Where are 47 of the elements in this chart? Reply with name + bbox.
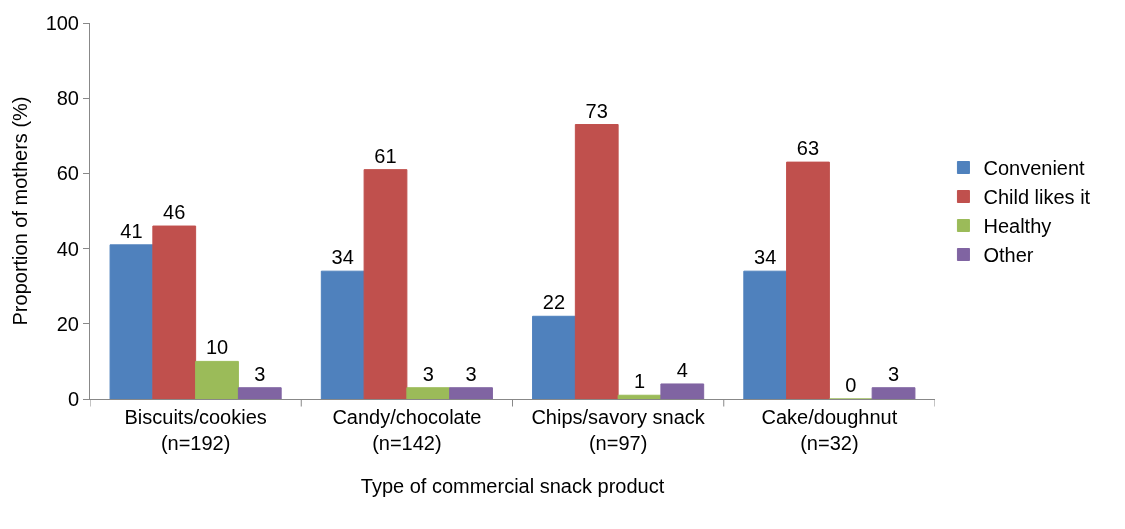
y-tick-label: 60 [56, 162, 79, 185]
data-label: 61 [374, 144, 397, 167]
x-tick-label: Cake/doughnut (n=32) [761, 406, 898, 454]
legend-label: Other [983, 244, 1034, 267]
data-label: 41 [120, 219, 143, 242]
bar [532, 315, 576, 399]
data-label: 46 [163, 201, 186, 224]
legend-label: Healthy [983, 215, 1052, 238]
y-tick-label: 0 [67, 388, 79, 410]
data-label: 3 [465, 362, 477, 385]
legend-label: Convenient [983, 157, 1086, 180]
data-label: 34 [754, 246, 777, 269]
data-label: 3 [887, 362, 900, 385]
y-tick-label: 80 [56, 87, 79, 110]
bar [574, 124, 619, 399]
bar [743, 270, 788, 399]
y-tick-label: 100 [45, 12, 79, 34]
data-label: 3 [422, 362, 434, 385]
bar [871, 387, 916, 399]
data-label: 63 [796, 137, 820, 160]
data-label: 0 [845, 374, 857, 396]
x-tick-label: Biscuits/cookies (n=192) [124, 406, 267, 454]
x-tick-label: Candy/chocolate (n=142) [332, 406, 482, 454]
bar [449, 387, 493, 399]
bar [109, 244, 154, 399]
data-label: 3 [254, 362, 266, 385]
bar [406, 387, 451, 399]
bar [617, 394, 662, 399]
y-axis-title: Proportion of mothers (%) [9, 96, 32, 326]
data-label: 1 [633, 370, 646, 393]
bar [237, 387, 282, 399]
data-label: 22 [542, 291, 566, 314]
legend-label: Child likes it [983, 186, 1091, 209]
y-tick-label: 40 [56, 237, 79, 260]
data-label: 73 [585, 99, 608, 122]
data-label: 4 [676, 358, 688, 381]
x-tick-label: Chips/savory snack (n=97) [531, 406, 706, 454]
bar [195, 360, 239, 399]
y-tick-label: 20 [56, 312, 79, 335]
x-axis-title: Type of commercial snack product [360, 474, 665, 497]
bar [660, 383, 705, 399]
data-label: 34 [331, 246, 354, 269]
bar [786, 161, 830, 399]
bar [152, 225, 197, 399]
bar [363, 169, 408, 399]
bar [320, 270, 365, 399]
data-label: 10 [205, 336, 229, 359]
